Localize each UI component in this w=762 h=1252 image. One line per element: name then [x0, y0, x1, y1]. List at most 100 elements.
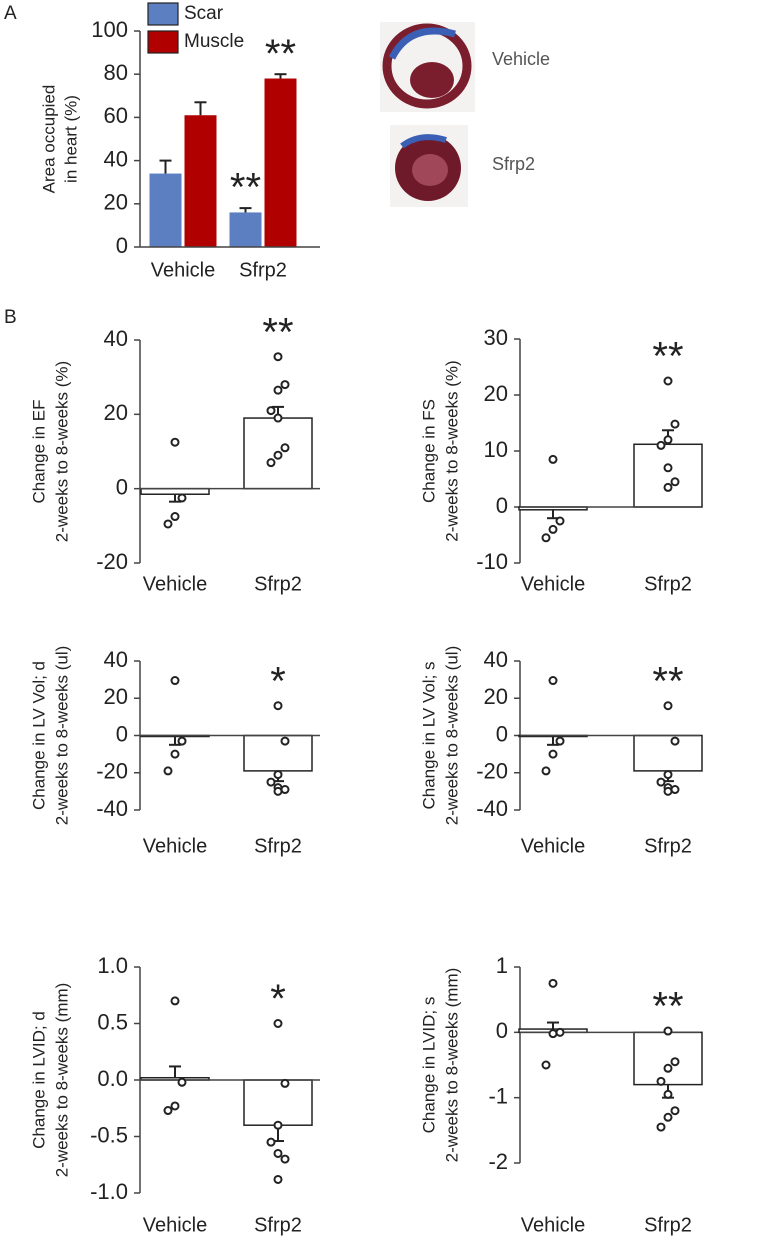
y-tick-label: -20: [96, 549, 128, 574]
data-point: [663, 701, 673, 711]
chart: 0 20 40 60 80 100 Area occupied in heart (%) Veh…: [39, 2, 320, 281]
y-tick-label: 40: [484, 647, 508, 672]
data-point: [670, 785, 680, 795]
data-point: [670, 1106, 680, 1116]
x-tick-label: Sfrp2: [644, 835, 692, 857]
data-point: [273, 701, 283, 711]
x-tick-label: Vehicle: [521, 1214, 586, 1236]
y-tick-label: 100: [91, 17, 128, 42]
data-point: [670, 419, 680, 429]
y-axis-label: Change in LV Vol; s: [419, 661, 438, 809]
y-axis-label: 2-weeks to 8-weeks (ul): [52, 646, 71, 826]
y-axis-label: Change in LVID; s: [419, 997, 438, 1134]
data-point: [170, 749, 180, 759]
y-tick-label: -40: [96, 796, 128, 821]
data-point: [170, 1101, 180, 1111]
data-point: [656, 1076, 666, 1086]
data-point: [656, 777, 666, 787]
heart-tissue: [410, 62, 454, 98]
data-point: [280, 736, 290, 746]
data-point: [170, 437, 180, 447]
y-axis-label: 2-weeks to 8-weeks (%): [52, 361, 71, 542]
data-point: [663, 786, 673, 796]
data-point: [541, 766, 551, 776]
data-point: [163, 766, 173, 776]
x-tick-label: Sfrp2: [254, 835, 302, 857]
x-tick-label: Sfrp2: [254, 573, 302, 595]
annotation: *: [270, 659, 286, 703]
bar: [243, 1079, 313, 1126]
y-axis-label: 2-weeks to 8-weeks (%): [442, 360, 461, 541]
y-tick-label: -1.0: [90, 1179, 128, 1204]
data-point: [656, 440, 666, 450]
y-tick-label: -0.5: [90, 1122, 128, 1147]
chart: -20 0 20 40 Change in EF 2-weeks to 8-weeks (…: [29, 310, 320, 595]
y-tick-label: 80: [104, 60, 128, 85]
y-axis-label: 2-weeks to 8-weeks (ul): [442, 646, 461, 826]
data-point: [266, 458, 276, 468]
legend-swatch: [147, 30, 179, 54]
y-tick-label: 0: [496, 1018, 508, 1043]
x-tick-label: Vehicle: [521, 835, 586, 857]
data-point: [656, 1122, 666, 1132]
annotation: **: [652, 335, 683, 379]
data-point: [555, 1027, 565, 1037]
y-axis-label: Change in EF: [29, 400, 48, 504]
data-point: [663, 435, 673, 445]
heart-image: [390, 125, 468, 207]
legend-label: Scar: [184, 3, 224, 24]
data-point: [273, 770, 283, 780]
y-tick-label: 60: [104, 103, 128, 128]
data-point: [170, 676, 180, 686]
y-axis-label: Area occupied: [39, 85, 58, 194]
y-tick-label: 40: [104, 647, 128, 672]
y-tick-label: 20: [104, 684, 128, 709]
y-tick-label: 20: [104, 400, 128, 425]
annotation: **: [652, 985, 683, 1029]
data-point: [273, 450, 283, 460]
panel-label: A: [4, 3, 17, 24]
panel-label: B: [4, 307, 17, 328]
y-tick-label: 40: [104, 326, 128, 351]
bar: [633, 734, 703, 772]
data-point: [273, 1148, 283, 1158]
data-point: [280, 443, 290, 453]
y-tick-label: 1.0: [97, 953, 128, 978]
x-tick-label: Sfrp2: [239, 259, 287, 281]
data-point: [163, 519, 173, 529]
legend-swatch: [147, 2, 179, 26]
data-point: [548, 454, 558, 464]
data-point: [266, 777, 276, 787]
data-point: [663, 376, 673, 386]
x-tick-label: Sfrp2: [644, 573, 692, 595]
y-axis-label: in heart (%): [61, 95, 80, 183]
y-tick-label: 0: [496, 721, 508, 746]
x-tick-label: Vehicle: [143, 1214, 208, 1236]
y-axis-label: 2-weeks to 8-weeks (mm): [52, 983, 71, 1178]
data-point: [670, 736, 680, 746]
y-tick-label: -20: [476, 759, 508, 784]
bar: [229, 212, 262, 247]
y-tick-label: -1: [488, 1083, 508, 1108]
x-tick-label: Vehicle: [143, 573, 208, 595]
x-tick-label: Vehicle: [151, 259, 216, 281]
y-axis-label: Change in LV Vol; d: [29, 661, 48, 810]
data-point: [266, 1137, 276, 1147]
data-point: [663, 482, 673, 492]
data-point: [548, 1029, 558, 1039]
scar-tissue: [388, 27, 456, 60]
bar: [140, 487, 210, 495]
y-axis-label: Change in FS: [419, 399, 438, 503]
bar: [149, 173, 182, 247]
data-point: [670, 1057, 680, 1067]
data-point: [273, 352, 283, 362]
y-tick-label: 1: [496, 953, 508, 978]
y-tick-label: -20: [96, 759, 128, 784]
data-point: [177, 736, 187, 746]
data-point: [280, 1078, 290, 1088]
y-tick-label: 0: [116, 233, 128, 258]
y-axis-label: 2-weeks to 8-weeks (mm): [442, 968, 461, 1163]
y-tick-label: 40: [104, 146, 128, 171]
data-point: [548, 524, 558, 534]
